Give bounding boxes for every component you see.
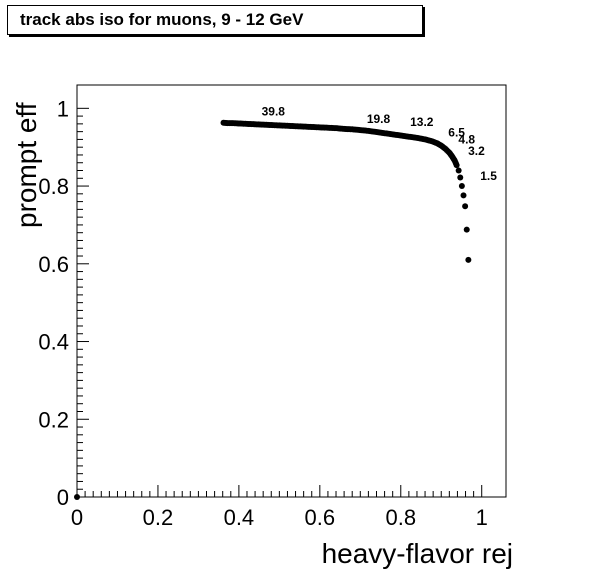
point-label: 3.2	[468, 144, 485, 158]
data-point	[463, 226, 470, 233]
x-tick-label: 0.6	[305, 505, 336, 530]
y-tick-label: 0.8	[38, 174, 69, 199]
x-tick-label: 0.2	[143, 505, 174, 530]
data-point	[458, 183, 465, 190]
x-tick-label: 0.8	[385, 505, 416, 530]
x-axis-title: heavy-flavor rej	[322, 538, 513, 569]
y-axis-ticks: 0 0.2 0.4 0.6 0.8 1	[38, 96, 89, 510]
y-axis-title: prompt eff	[11, 102, 42, 228]
data-points	[74, 119, 472, 500]
plot-frame	[76, 84, 507, 498]
plot-border	[76, 84, 507, 498]
y-tick-label: 0	[57, 485, 69, 510]
point-label: 4.8	[458, 132, 475, 146]
data-point	[457, 174, 464, 181]
chart-title: track abs iso for muons, 9 - 12 GeV	[7, 5, 423, 35]
y-tick-label: 0.6	[38, 252, 69, 277]
x-axis-ticks: 0 0.2 0.4 0.6 0.8 1	[71, 485, 488, 530]
data-point	[452, 160, 459, 167]
point-labels: 39.8 19.8 13.2 6.54.83.2 1.5	[262, 104, 498, 183]
y-tick-label: 0.2	[38, 407, 69, 432]
data-point	[460, 192, 467, 199]
data-point	[74, 494, 80, 500]
data-point	[455, 167, 462, 174]
y-tick-label: 1	[57, 96, 69, 121]
y-tick-label: 0.4	[38, 330, 69, 355]
x-tick-label: 1	[476, 505, 488, 530]
data-point	[462, 203, 469, 210]
point-label: 39.8	[262, 104, 286, 118]
point-label: 1.5	[480, 169, 497, 183]
point-label: 13.2	[410, 115, 434, 129]
x-tick-label: 0.4	[224, 505, 255, 530]
data-point	[465, 256, 472, 263]
point-label: 19.8	[367, 112, 391, 126]
point-label: 6.5	[448, 126, 465, 140]
x-tick-label: 0	[71, 505, 83, 530]
